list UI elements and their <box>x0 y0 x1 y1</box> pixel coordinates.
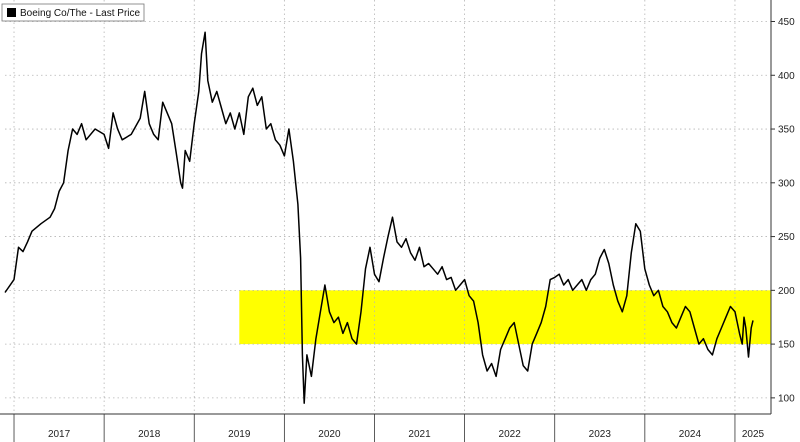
x-tick-label: 2024 <box>679 429 702 440</box>
x-tick-label: 2017 <box>48 429 71 440</box>
legend-label: Boeing Co/The - Last Price <box>20 8 140 19</box>
series-layer <box>4 31 754 404</box>
x-tick-label: 2021 <box>408 429 431 440</box>
y-tick-label: 150 <box>778 340 795 351</box>
x-tick-label: 2019 <box>228 429 251 440</box>
legend-swatch <box>7 8 16 17</box>
x-tick-label: 2020 <box>318 429 341 440</box>
x-tick-label: 2018 <box>138 429 161 440</box>
y-tick-label: 200 <box>778 286 795 297</box>
x-tick-label: 2022 <box>499 429 522 440</box>
legend-box <box>1 3 145 22</box>
y-tick-label: 450 <box>778 17 795 28</box>
series-line-0 <box>4 31 754 404</box>
y-tick-label: 100 <box>778 393 795 404</box>
x-tick-label: 2023 <box>589 429 612 440</box>
y-tick-label: 400 <box>778 71 795 82</box>
y-tick-label: 300 <box>778 178 795 189</box>
x-tick-label: 2025 <box>742 429 765 440</box>
y-tick-label: 350 <box>778 125 795 136</box>
y-tick-label: 250 <box>778 232 795 243</box>
legend: Boeing Co/The - Last Price <box>1 3 145 22</box>
